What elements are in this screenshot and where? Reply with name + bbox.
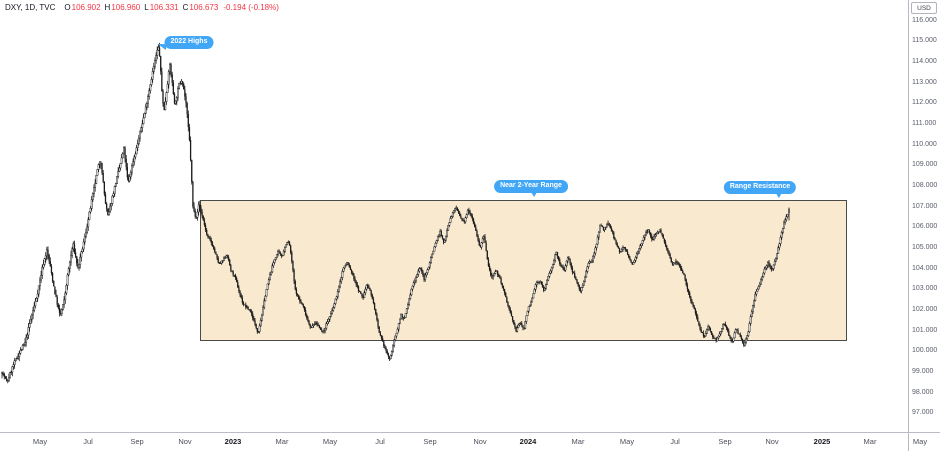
price-tick-label: 104.000 (912, 264, 938, 272)
time-tick-month-label: Jul (83, 437, 93, 446)
time-tick-year-label: 2023 (224, 437, 242, 446)
time-tick-month-label: Nov (473, 437, 487, 446)
ohlc-value: 106.673 (189, 3, 219, 12)
currency-badge[interactable]: USD (911, 2, 937, 14)
ohlc-values: O106.902 H106.960 L106.331 C106.673 (60, 3, 218, 12)
change-value: -0.194 (-0.18%) (223, 3, 279, 12)
time-tick-month-label: Mar (863, 437, 877, 446)
time-tick-month-label: Nov (765, 437, 779, 446)
time-axis-separator (0, 432, 940, 433)
time-tick-month-label: May (619, 437, 635, 446)
time-tick-month-label: Sep (423, 437, 437, 446)
price-tick-label: 112.000 (912, 99, 937, 107)
time-tick-month-label: Nov (178, 437, 192, 446)
callout-text: 2022 Highs (170, 38, 208, 45)
time-tick-year-label: 2025 (813, 437, 831, 446)
price-tick-label: 105.000 (912, 244, 938, 252)
time-tick-month-label: May (32, 437, 48, 446)
callout-range-resistance[interactable]: Range Resistance (723, 181, 797, 198)
price-tick-label: 103.000 (912, 285, 938, 293)
callout-text: Near 2-Year Range (500, 182, 562, 189)
time-tick-month-label: Jul (375, 437, 385, 446)
time-tick-month-label: Sep (718, 437, 732, 446)
price-tick-label: 113.000 (912, 78, 937, 86)
ohlc-label: H (104, 3, 111, 12)
ohlc-label: L (144, 3, 149, 12)
callout-tail (156, 41, 168, 50)
callout-tail (531, 192, 537, 197)
time-tick-month-label: Jul (670, 437, 680, 446)
price-tick-label: 109.000 (912, 161, 938, 169)
ohlc-value: 106.331 (149, 3, 179, 12)
time-tick-year-label: 2024 (519, 437, 537, 446)
price-tick-label: 114.000 (912, 58, 937, 65)
time-tick-month-label: Mar (571, 437, 585, 446)
price-tick-label: 98.000 (912, 388, 934, 396)
price-tick-label: 100.000 (912, 347, 938, 355)
ohlc-value: 106.902 (71, 3, 101, 12)
callout-near-2-year-range[interactable]: Near 2-Year Range (494, 180, 568, 197)
price-tick-label: 106.000 (912, 223, 938, 231)
symbol-title[interactable]: DXY, 1D, TVC (5, 3, 56, 12)
price-tick-label: 116.000 (912, 16, 937, 24)
price-tick-label: 108.000 (912, 182, 938, 190)
ohlc-value: 106.960 (111, 3, 141, 12)
symbol-legend: DXY, 1D, TVC O106.902 H106.960 L106.331 C106… (5, 3, 279, 12)
chart-plot-area[interactable]: 2022 Highs Near 2-Year Range Range Resista… (0, 0, 908, 432)
time-tick-month-label: Sep (130, 437, 144, 446)
time-tick-month-label: May (322, 437, 338, 446)
ohlc-label: O (64, 3, 71, 12)
callout-2022-highs[interactable]: 2022 Highs (156, 36, 214, 50)
callout-text: Range Resistance (729, 183, 791, 190)
price-tick-label: 111.000 (912, 120, 937, 128)
time-scale[interactable]: May Jul Sep Nov 2023 Mar May Jul Sep Nov 2024 Mar Ma… (0, 433, 940, 451)
price-tick-label: 102.000 (912, 306, 938, 314)
price-tick-label: 110.000 (912, 140, 937, 148)
price-axis-separator (908, 0, 909, 451)
price-tick-label: 101.000 (912, 326, 938, 334)
price-tick-label: 115.000 (912, 37, 937, 45)
currency-label: USD (917, 4, 931, 12)
ohlc-label: C (182, 3, 189, 12)
time-tick-month-label: Mar (275, 437, 289, 446)
price-scale[interactable]: USD 116.000 115.000 114.000 113.000 112.000 1… (909, 0, 940, 432)
price-tick-label: 97.000 (912, 409, 934, 417)
price-tick-label: 107.000 (912, 202, 938, 210)
candlestick-chart-canvas[interactable] (0, 0, 908, 432)
time-tick-month-label: May (912, 437, 928, 446)
price-tick-label: 99.000 (912, 368, 934, 376)
callout-tail (775, 193, 782, 198)
